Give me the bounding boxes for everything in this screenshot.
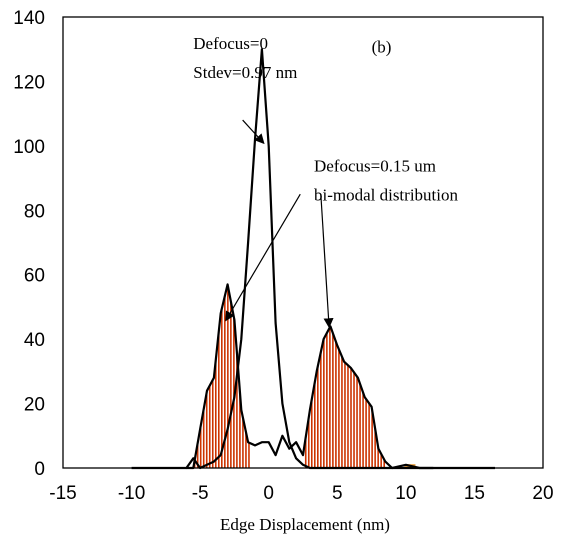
x-tick-label: -5	[192, 483, 209, 504]
annotation-text: Stdev=0.97 nm	[193, 63, 297, 82]
y-tick-label: 0	[34, 459, 45, 480]
x-axis-label: Edge Displacement (nm)	[220, 515, 390, 534]
x-tick-label: 0	[263, 483, 274, 504]
annotation-arrow	[225, 193, 301, 322]
panel-label: (b)	[372, 37, 392, 56]
annotation-text: bi-modal distribution	[314, 186, 459, 205]
y-tick-label: 100	[13, 137, 45, 158]
annotation-arrow	[320, 194, 334, 329]
x-tick-label: 15	[464, 483, 485, 504]
annotation-arrow	[242, 119, 265, 145]
y-tick-label: 20	[24, 395, 45, 416]
y-tick-label: 60	[24, 266, 45, 287]
defocus-015-line	[186, 283, 434, 470]
y-tick-label: 80	[24, 201, 45, 222]
annotations-layer: Defocus=0 Stdev=0.97 nm Defocus=0.15 um bi-…	[193, 34, 459, 329]
annotation-text: Defocus=0.15 um	[314, 157, 436, 176]
y-tick-label: 40	[24, 330, 45, 351]
annotation-text: Defocus=0	[193, 34, 268, 53]
y-tick-label: 140	[13, 8, 45, 29]
y-tick-label: 120	[13, 72, 45, 93]
series-lines-layer	[131, 48, 495, 470]
x-tick-label: -15	[49, 483, 76, 504]
defocus-0-line	[131, 48, 495, 470]
plot-frame	[62, 16, 544, 469]
x-tick-label: 10	[395, 483, 416, 504]
x-tick-label: -10	[118, 483, 145, 504]
axis-ticks-layer: -15 -10 -5 0 5 10 15 20 0 20 40 60 80 100 120 140	[13, 8, 553, 504]
x-tick-label: 20	[532, 483, 553, 504]
x-tick-label: 5	[332, 483, 343, 504]
